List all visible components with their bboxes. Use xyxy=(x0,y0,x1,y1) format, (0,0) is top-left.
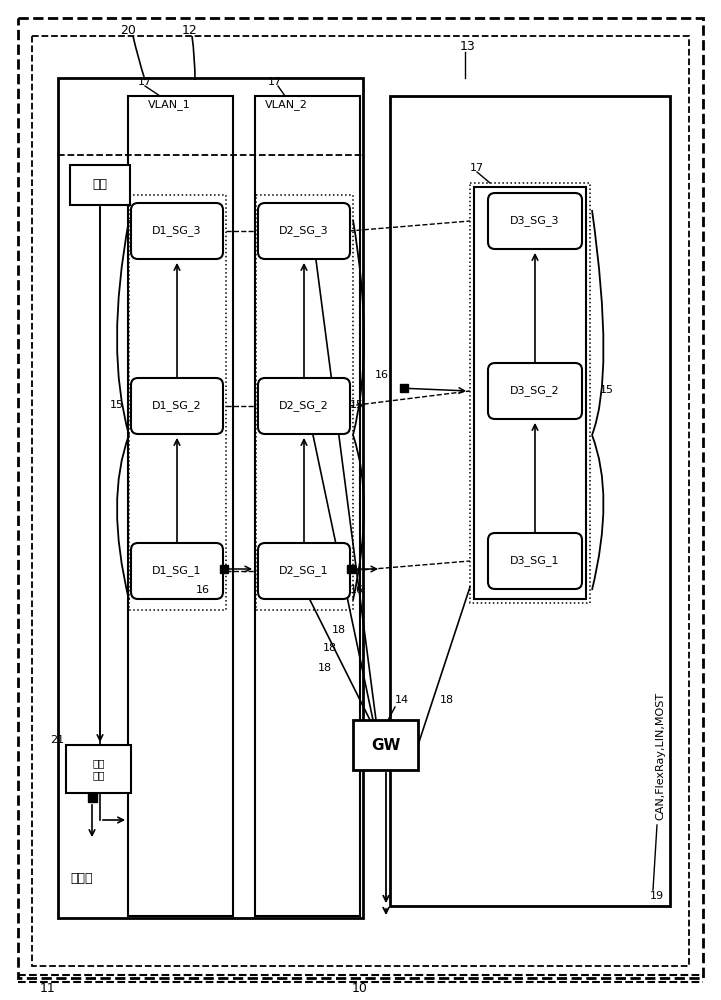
Bar xyxy=(353,720,418,770)
Text: 16: 16 xyxy=(375,370,389,380)
Bar xyxy=(474,187,586,599)
FancyBboxPatch shape xyxy=(258,203,350,259)
Text: 时间: 时间 xyxy=(92,178,107,192)
Text: D3_SG_3: D3_SG_3 xyxy=(510,216,559,226)
Bar xyxy=(66,745,131,793)
Text: 10: 10 xyxy=(352,982,368,994)
Text: 以太网: 以太网 xyxy=(70,871,92,884)
Text: 15: 15 xyxy=(600,385,614,395)
Text: 16: 16 xyxy=(196,585,210,595)
Text: GW: GW xyxy=(371,738,401,752)
Bar xyxy=(220,565,228,573)
Text: 18: 18 xyxy=(318,663,332,673)
Text: VLAN_1: VLAN_1 xyxy=(148,100,191,110)
Bar xyxy=(347,565,355,573)
Bar xyxy=(70,165,130,205)
Bar xyxy=(129,195,226,610)
FancyBboxPatch shape xyxy=(258,543,350,599)
Text: 17: 17 xyxy=(470,163,484,173)
FancyBboxPatch shape xyxy=(131,378,223,434)
Bar xyxy=(255,96,360,916)
Text: 19: 19 xyxy=(650,891,664,901)
FancyBboxPatch shape xyxy=(131,203,223,259)
Bar xyxy=(256,195,353,610)
Text: 12: 12 xyxy=(182,23,198,36)
Bar xyxy=(400,384,408,392)
Text: 17: 17 xyxy=(268,77,282,87)
FancyBboxPatch shape xyxy=(488,533,582,589)
FancyBboxPatch shape xyxy=(488,193,582,249)
Text: 21: 21 xyxy=(50,735,64,745)
Text: 17: 17 xyxy=(138,77,152,87)
Text: 15: 15 xyxy=(110,400,124,410)
Text: VLAN_2: VLAN_2 xyxy=(265,100,308,110)
Text: 15: 15 xyxy=(350,400,364,410)
Text: D2_SG_2: D2_SG_2 xyxy=(279,401,329,411)
Text: 18: 18 xyxy=(323,643,337,653)
Text: 安全
时间: 安全 时间 xyxy=(93,758,105,780)
Bar xyxy=(470,183,590,603)
Text: D3_SG_2: D3_SG_2 xyxy=(510,386,559,396)
Text: D2_SG_3: D2_SG_3 xyxy=(279,226,329,236)
Bar xyxy=(390,96,670,906)
FancyBboxPatch shape xyxy=(488,363,582,419)
Text: 13: 13 xyxy=(460,39,476,52)
Text: D2_SG_1: D2_SG_1 xyxy=(279,566,329,576)
Bar xyxy=(128,96,233,916)
Text: 11: 11 xyxy=(40,982,56,994)
FancyBboxPatch shape xyxy=(258,378,350,434)
Text: 20: 20 xyxy=(120,23,136,36)
Text: D1_SG_3: D1_SG_3 xyxy=(152,226,202,236)
Text: 16: 16 xyxy=(350,585,364,595)
Text: 18: 18 xyxy=(332,625,346,635)
Text: 18: 18 xyxy=(440,695,454,705)
FancyBboxPatch shape xyxy=(131,543,223,599)
Text: D3_SG_1: D3_SG_1 xyxy=(510,556,559,566)
Text: CAN,FlexRay,LIN,MOST: CAN,FlexRay,LIN,MOST xyxy=(655,692,665,820)
Text: 14: 14 xyxy=(395,695,409,705)
Text: D1_SG_1: D1_SG_1 xyxy=(152,566,202,576)
Text: D1_SG_2: D1_SG_2 xyxy=(152,401,202,411)
Bar xyxy=(58,78,363,918)
Bar xyxy=(88,793,97,802)
